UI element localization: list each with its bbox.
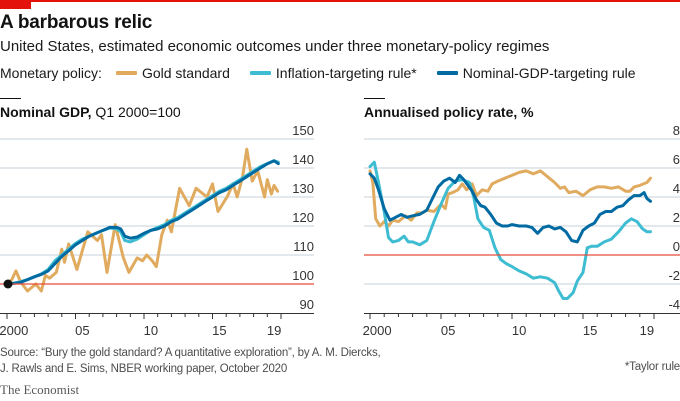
left-y-tick-label: 110 bbox=[293, 239, 314, 254]
legend-swatch-inflation bbox=[249, 71, 271, 75]
right-y-tick-label: -2 bbox=[668, 268, 680, 283]
panel-right-plot: 8 6 4 2 0 -2 -4 2000 05 10 15 19 bbox=[363, 123, 680, 338]
right-x-tick-label: 19 bbox=[640, 323, 654, 338]
left-x-tick-label: 2000 bbox=[0, 323, 28, 338]
brand-logo: The Economist bbox=[0, 382, 80, 397]
panel-left-title: Nominal GDP, Q1 2000=100 bbox=[0, 104, 181, 120]
left-series-gold bbox=[5, 147, 280, 293]
right-y-tick-label: 2 bbox=[673, 210, 680, 225]
left-x-tick-label: 05 bbox=[75, 323, 89, 338]
panel-left-plot: 150 140 130 120 110 100 90 2000 05 10 15 19 bbox=[0, 123, 314, 338]
left-y-tick-label: 100 bbox=[292, 268, 314, 283]
panel-right-title-bold: Annualised policy rate, % bbox=[364, 104, 534, 120]
legend-label-ngdp: Nominal-GDP-targeting rule bbox=[462, 65, 636, 81]
legend-item-gold: Gold standard bbox=[115, 65, 230, 81]
left-y-tick-label: 90 bbox=[300, 297, 314, 312]
left-series-ngdp bbox=[5, 159, 280, 286]
left-x-tick-label: 19 bbox=[267, 323, 281, 338]
footnote: *Taylor rule bbox=[624, 361, 680, 373]
panel-left-title-bold: Nominal GDP, bbox=[0, 104, 92, 120]
panel-left-rule bbox=[0, 98, 21, 99]
brand-red-rule bbox=[0, 0, 680, 2]
right-x-tick-label: 10 bbox=[512, 323, 526, 338]
chart-title: A barbarous relic bbox=[0, 12, 153, 33]
legend-item-inflation: Inflation-targeting rule* bbox=[249, 65, 417, 81]
left-y-tick-label: 140 bbox=[292, 152, 314, 167]
legend-swatch-ngdp bbox=[436, 71, 458, 75]
left-series-inflation bbox=[5, 159, 280, 286]
panel-right-title: Annualised policy rate, % bbox=[364, 104, 534, 120]
source-note: Source: “Bury the gold standard? A quant… bbox=[0, 345, 560, 377]
left-y-tick-label: 120 bbox=[292, 210, 314, 225]
right-series-ngdp bbox=[368, 172, 652, 244]
right-y-tick-label: -4 bbox=[668, 297, 680, 312]
right-y-tick-label: 8 bbox=[673, 123, 680, 138]
left-y-tick-label: 130 bbox=[292, 181, 314, 196]
brand-red-flag bbox=[0, 0, 31, 9]
source-line-1: Source: “Bury the gold standard? A quant… bbox=[0, 347, 381, 359]
right-x-tick-label: 05 bbox=[441, 323, 455, 338]
legend-swatch-gold bbox=[115, 71, 137, 75]
right-series-inflation bbox=[368, 160, 652, 300]
legend: Monetary policy: Gold standard Inflation… bbox=[0, 65, 656, 81]
legend-label-inflation: Inflation-targeting rule* bbox=[275, 65, 417, 81]
legend-lead: Monetary policy: bbox=[0, 65, 102, 81]
chart-subtitle: United States, estimated economic outcom… bbox=[0, 38, 550, 55]
panel-right-rule bbox=[364, 98, 385, 99]
legend-item-ngdp: Nominal-GDP-targeting rule bbox=[436, 65, 636, 81]
right-y-tick-label: 6 bbox=[673, 152, 680, 167]
right-x-tick-label: 2000 bbox=[363, 323, 392, 338]
right-y-tick-label: 4 bbox=[673, 181, 680, 196]
charts-canvas: 150 140 130 120 110 100 90 2000 05 10 15 19 8 6 4 2 0 -2… bbox=[0, 123, 680, 338]
panel-left-title-rest: Q1 2000=100 bbox=[91, 104, 181, 120]
source-line-2: J. Rawls and E. Sims, NBER working paper… bbox=[0, 363, 288, 375]
left-y-tick-label: 150 bbox=[292, 123, 314, 138]
right-x-tick-label: 15 bbox=[583, 323, 597, 338]
left-start-marker bbox=[3, 279, 13, 289]
legend-label-gold: Gold standard bbox=[141, 65, 230, 81]
left-x-tick-label: 10 bbox=[144, 323, 158, 338]
right-y-tick-label: 0 bbox=[673, 239, 680, 254]
right-series-gold bbox=[368, 169, 652, 228]
left-x-tick-label: 15 bbox=[212, 323, 226, 338]
